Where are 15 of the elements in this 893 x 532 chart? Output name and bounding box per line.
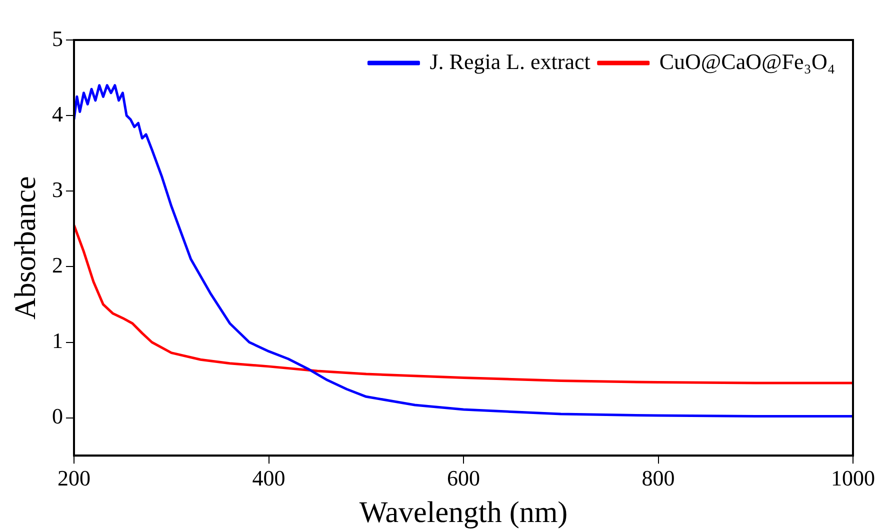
legend-label: J. Regia L. extract [430,48,590,74]
x-axis-title: Wavelength (nm) [359,496,568,529]
x-tick-label: 1000 [831,466,875,491]
y-tick-label: 3 [52,176,63,202]
y-tick-label: 0 [52,404,63,429]
y-tick-label: 1 [52,328,63,354]
legend-label: CuO@CaO@Fe₃O₄ [659,48,836,74]
y-axis-title: Absorbance [8,176,42,320]
x-tick-label: 800 [642,466,675,491]
y-tick-label: 2 [52,252,63,278]
x-tick-label: 400 [252,466,286,491]
x-tick-label: 200 [58,466,90,491]
x-tick-label: 600 [447,466,480,491]
y-tick-label: 5 [52,26,63,51]
y-tick-label: 4 [52,101,63,126]
